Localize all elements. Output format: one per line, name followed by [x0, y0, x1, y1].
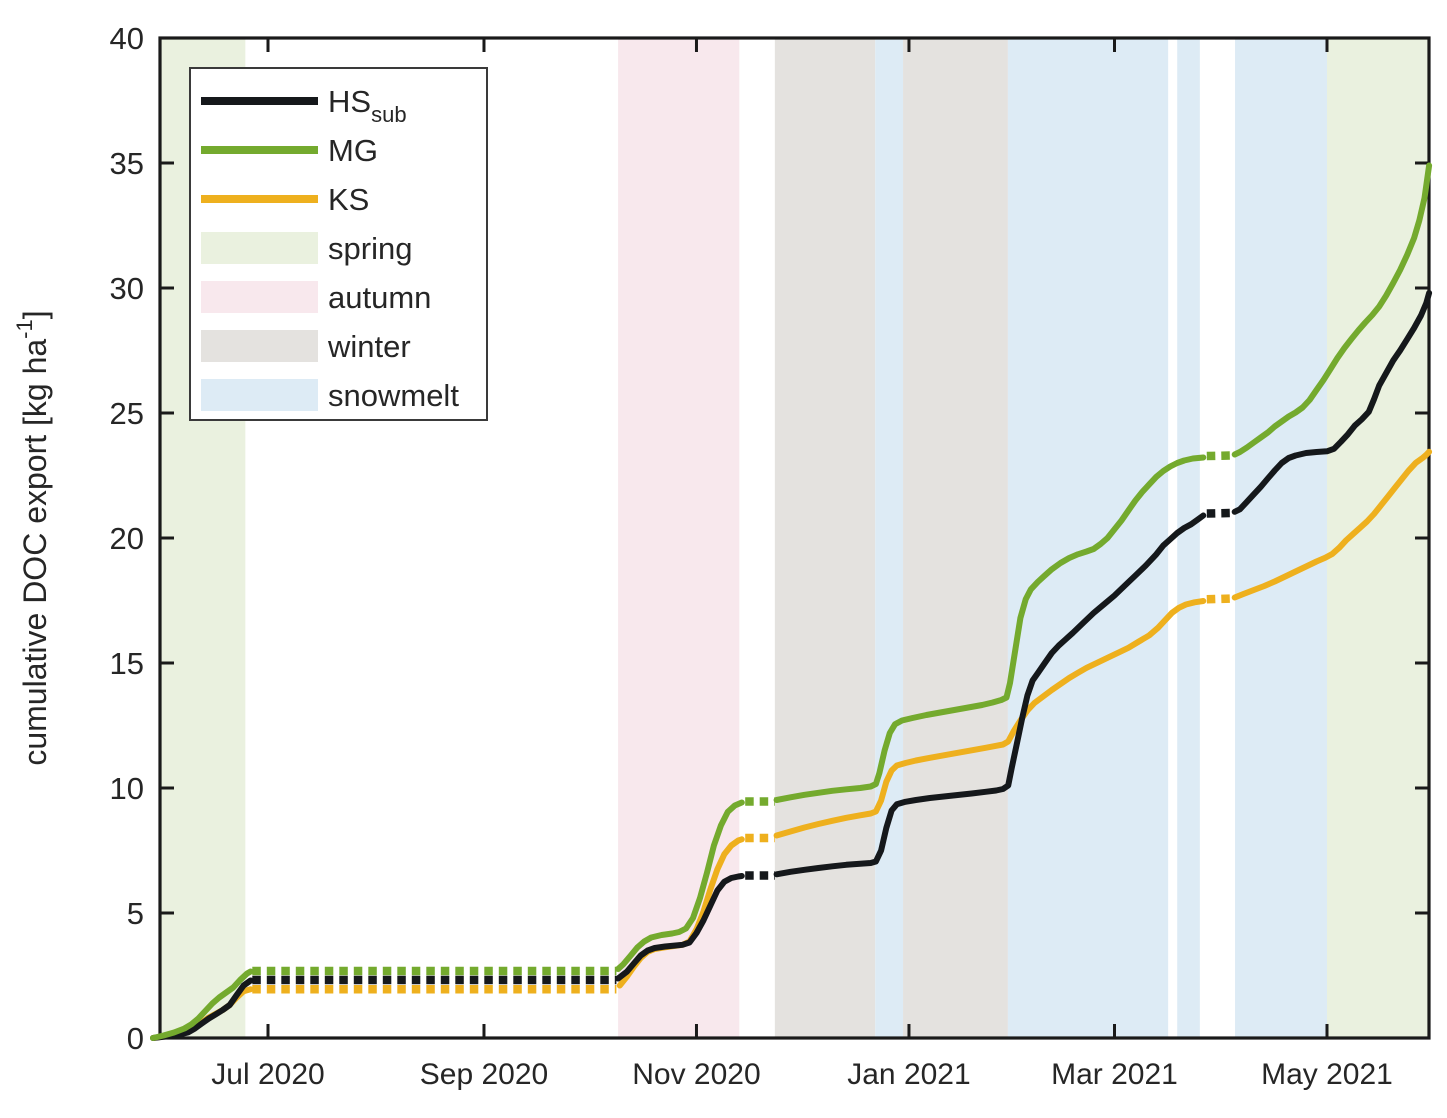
y-tick-label: 10: [110, 771, 144, 806]
x-tick-label: Mar 2021: [1051, 1058, 1178, 1091]
series-line-MG-dashed: [1206, 451, 1233, 461]
y-tick-label: 25: [110, 396, 144, 431]
series-line-KS-dashed: [1206, 594, 1234, 604]
legend: HSsub MG KS spring autumn winter snowmelt: [189, 67, 488, 421]
season-band-winter: [903, 38, 1008, 1038]
legend-label-snowmelt: snowmelt: [328, 378, 459, 413]
season-band-spring: [1326, 38, 1429, 1038]
legend-label-HS_sub: HSsub: [328, 84, 407, 127]
series-line-MG-solid: [1231, 162, 1433, 458]
legend-label-winter: winter: [327, 329, 411, 364]
x-tick-label: Sep 2020: [420, 1058, 548, 1091]
series-lines: [150, 162, 1433, 1041]
y-tick-label: 20: [110, 521, 144, 556]
series-line-MG-solid: [615, 799, 745, 972]
legend-patch-sample-winter: [201, 330, 318, 362]
series-line-KS-solid: [1231, 448, 1433, 601]
legend-label-autumn: autumn: [328, 280, 431, 315]
season-band-snowmelt: [875, 38, 904, 1038]
season-band-snowmelt: [1235, 38, 1327, 1038]
x-tick-label: May 2021: [1261, 1058, 1393, 1091]
season-band-snowmelt: [1177, 38, 1200, 1038]
x-tick-label: Nov 2020: [632, 1058, 760, 1091]
y-tick-label: 15: [110, 646, 144, 681]
series-line-HS_sub-solid: [615, 873, 745, 982]
y-axis-title: cumulative DOC export [kg ha-1]: [12, 310, 53, 765]
y-tick-label: 35: [110, 146, 144, 181]
legend-patch-sample-autumn: [201, 281, 318, 313]
legend-patch-sample-spring: [201, 232, 318, 264]
series-line-HS_sub-solid: [773, 512, 1207, 878]
y-tick-label: 0: [127, 1021, 144, 1056]
y-tick-label: 40: [110, 21, 144, 56]
series-line-HS_sub-dashed: [1206, 508, 1233, 518]
legend-patch-sample-snowmelt: [201, 379, 318, 411]
series-line-MG-solid: [773, 454, 1207, 803]
axes: Jul 2020 Sep 2020 Nov 2020 Jan 2021 Mar 2021…: [12, 21, 1431, 1091]
season-bands: [160, 38, 1429, 1038]
series-line-KS-solid: [773, 598, 1207, 839]
y-tick-label: 30: [110, 271, 144, 306]
series-line-HS_sub-solid: [1231, 290, 1433, 515]
series-line-HS_sub-solid: [150, 977, 254, 1041]
season-band-winter: [774, 38, 876, 1038]
legend-label-KS: KS: [328, 182, 369, 217]
x-tick-label: Jul 2020: [211, 1058, 324, 1091]
x-tick-label: Jan 2021: [847, 1058, 970, 1091]
series-line-MG-solid: [150, 968, 254, 1041]
legend-label-spring: spring: [328, 231, 412, 266]
legend-label-MG: MG: [328, 133, 378, 168]
season-band-snowmelt: [1007, 38, 1169, 1038]
y-tick-label: 5: [127, 896, 144, 931]
